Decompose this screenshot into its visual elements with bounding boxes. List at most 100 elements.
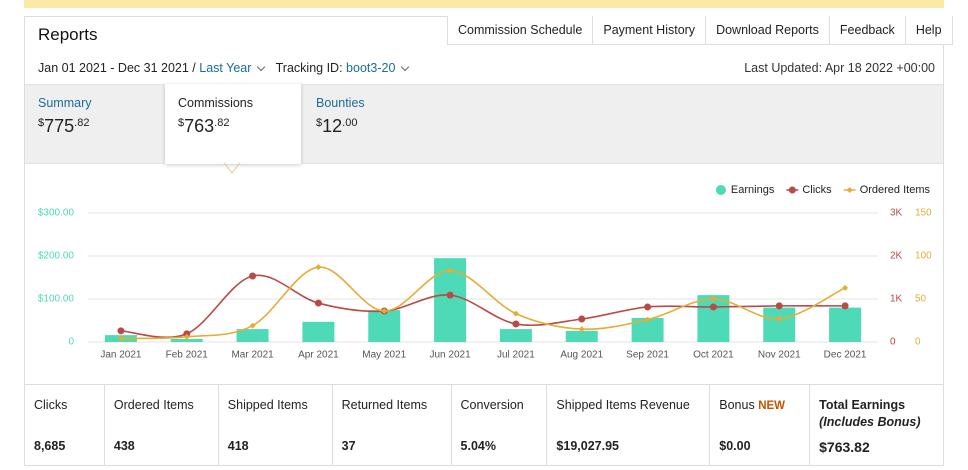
stat-label: Bonus NEW <box>719 398 785 412</box>
tracking-label: Tracking ID: <box>275 61 343 75</box>
stat-label: Shipped Items Revenue <box>556 398 690 412</box>
tab-label: Summary <box>38 96 92 110</box>
chevron <box>257 62 266 72</box>
stat-cell: Conversion 5.04% <box>452 385 548 465</box>
tick-label: 2K <box>890 251 903 262</box>
point <box>314 299 322 307</box>
filters: Jan 01 2021 - Dec 31 2021 / Last Year Tr… <box>38 61 416 75</box>
point <box>512 320 520 328</box>
amount-whole: 775 <box>44 116 75 136</box>
x-tick-label: Apr 2021 <box>298 350 339 361</box>
tab-amount: $12.00 <box>316 116 357 137</box>
point <box>447 267 454 274</box>
stat-cell: Ordered Items 438 <box>105 385 219 465</box>
amount-cents: .82 <box>214 117 230 129</box>
stat-value: 37 <box>341 439 356 453</box>
stat-label-text: Bonus <box>719 398 755 412</box>
x-tick-label: Aug 2021 <box>560 350 603 361</box>
amount-whole: 12 <box>322 116 343 136</box>
stat-label: Conversion <box>460 398 524 412</box>
tick-label: 0 <box>915 337 921 348</box>
point <box>183 333 190 340</box>
tab-label: Bounties <box>316 96 365 110</box>
point <box>249 322 256 329</box>
point <box>776 315 783 322</box>
point <box>710 296 717 302</box>
amount-cents: .00 <box>342 117 358 129</box>
bounties-tab[interactable]: Bounties $12.00 <box>303 84 439 162</box>
bar <box>829 307 862 342</box>
currency: $ <box>178 117 185 129</box>
date-range: Jan 01 2021 - Dec 31 2021 / <box>38 61 196 75</box>
tab-bar <box>25 84 943 164</box>
stats-row: Clicks 8,685 Ordered Items 438 Shipped Ite… <box>25 384 943 465</box>
legend-marker <box>715 185 726 195</box>
bar <box>499 329 532 342</box>
stat-value: 5.04% <box>460 439 496 453</box>
period-dropdown[interactable]: Last Year <box>199 61 252 75</box>
x-tick-label: Oct 2021 <box>693 350 734 361</box>
point <box>709 303 717 311</box>
legend-marker <box>788 186 796 194</box>
point <box>117 327 125 335</box>
x-tick-label: May 2021 <box>362 350 406 361</box>
stat-value: 8,685 <box>34 439 66 453</box>
series-line <box>120 274 846 339</box>
point <box>841 302 849 310</box>
page-title: Reports <box>38 25 98 44</box>
point <box>578 326 585 333</box>
download-reports-button[interactable]: Download Reports <box>705 16 830 45</box>
amount-whole: 763 <box>184 116 215 136</box>
stat-label: Returned Items <box>341 398 428 412</box>
tick-label: 150 <box>915 208 932 219</box>
tick-label: 3K <box>890 208 903 219</box>
stat-label: Total Earnings (Includes Bonus) <box>819 398 920 429</box>
x-tick-label: Feb 2021 <box>166 350 209 361</box>
commission-schedule-button[interactable]: Commission Schedule <box>447 16 594 45</box>
bar <box>763 307 796 342</box>
stat-value: $19,027.95 <box>556 439 619 453</box>
point <box>315 264 322 271</box>
tab-label: Commissions <box>178 96 254 110</box>
stat-label-text: Total Earnings <box>819 398 906 412</box>
legend-marker <box>846 187 853 193</box>
point <box>644 316 651 323</box>
stat-label: Clicks <box>34 398 68 412</box>
feedback-button[interactable]: Feedback <box>828 16 906 45</box>
last-updated: Last Updated: Apr 18 2022 +00:00 <box>744 61 935 75</box>
stat-value: 418 <box>227 439 249 453</box>
summary-tab[interactable]: Summary $775.82 <box>25 84 161 162</box>
tab-amount: $763.82 <box>178 116 229 137</box>
bar <box>368 310 401 342</box>
point <box>446 291 454 299</box>
legend-label: Earnings <box>731 184 775 196</box>
x-tick-label: Mar 2021 <box>231 350 274 361</box>
x-tick-label: Dec 2021 <box>824 350 867 361</box>
stat-cell: Bonus NEW $0.00 <box>710 385 811 465</box>
stat-cell: Shipped Items 418 <box>219 385 333 465</box>
currency: $ <box>38 117 45 129</box>
stat-cell: Clicks 8,685 <box>25 385 105 465</box>
help-button[interactable]: Help <box>904 16 953 45</box>
commissions-tab[interactable]: Commissions $763.82 <box>165 84 301 164</box>
tick-label: 50 <box>915 294 927 305</box>
bar <box>697 295 730 342</box>
legend-label: Clicks <box>802 184 832 196</box>
amount-cents: .82 <box>74 117 90 129</box>
tick-label: 0 <box>890 337 896 348</box>
stat-value: 438 <box>113 439 135 453</box>
x-tick-label: Jun 2021 <box>430 350 472 361</box>
bar <box>236 329 269 342</box>
currency: $ <box>316 117 323 129</box>
stat-label: Shipped Items <box>227 398 308 412</box>
stat-cell: Shipped Items Revenue $19,027.95 <box>547 385 711 465</box>
chart: 0 $100.00 $200.00 $300.00 0 1K 2K 3K 0 50 100 150 Ja… <box>38 162 932 361</box>
point <box>183 330 191 338</box>
point <box>578 315 586 323</box>
stat-label: Ordered Items <box>113 398 194 412</box>
point <box>842 284 849 291</box>
tick-label: $300.00 <box>38 208 75 219</box>
payment-history-button[interactable]: Payment History <box>592 16 707 45</box>
tracking-dropdown[interactable]: boot3-20 <box>346 61 396 75</box>
notice-banner <box>24 0 944 8</box>
